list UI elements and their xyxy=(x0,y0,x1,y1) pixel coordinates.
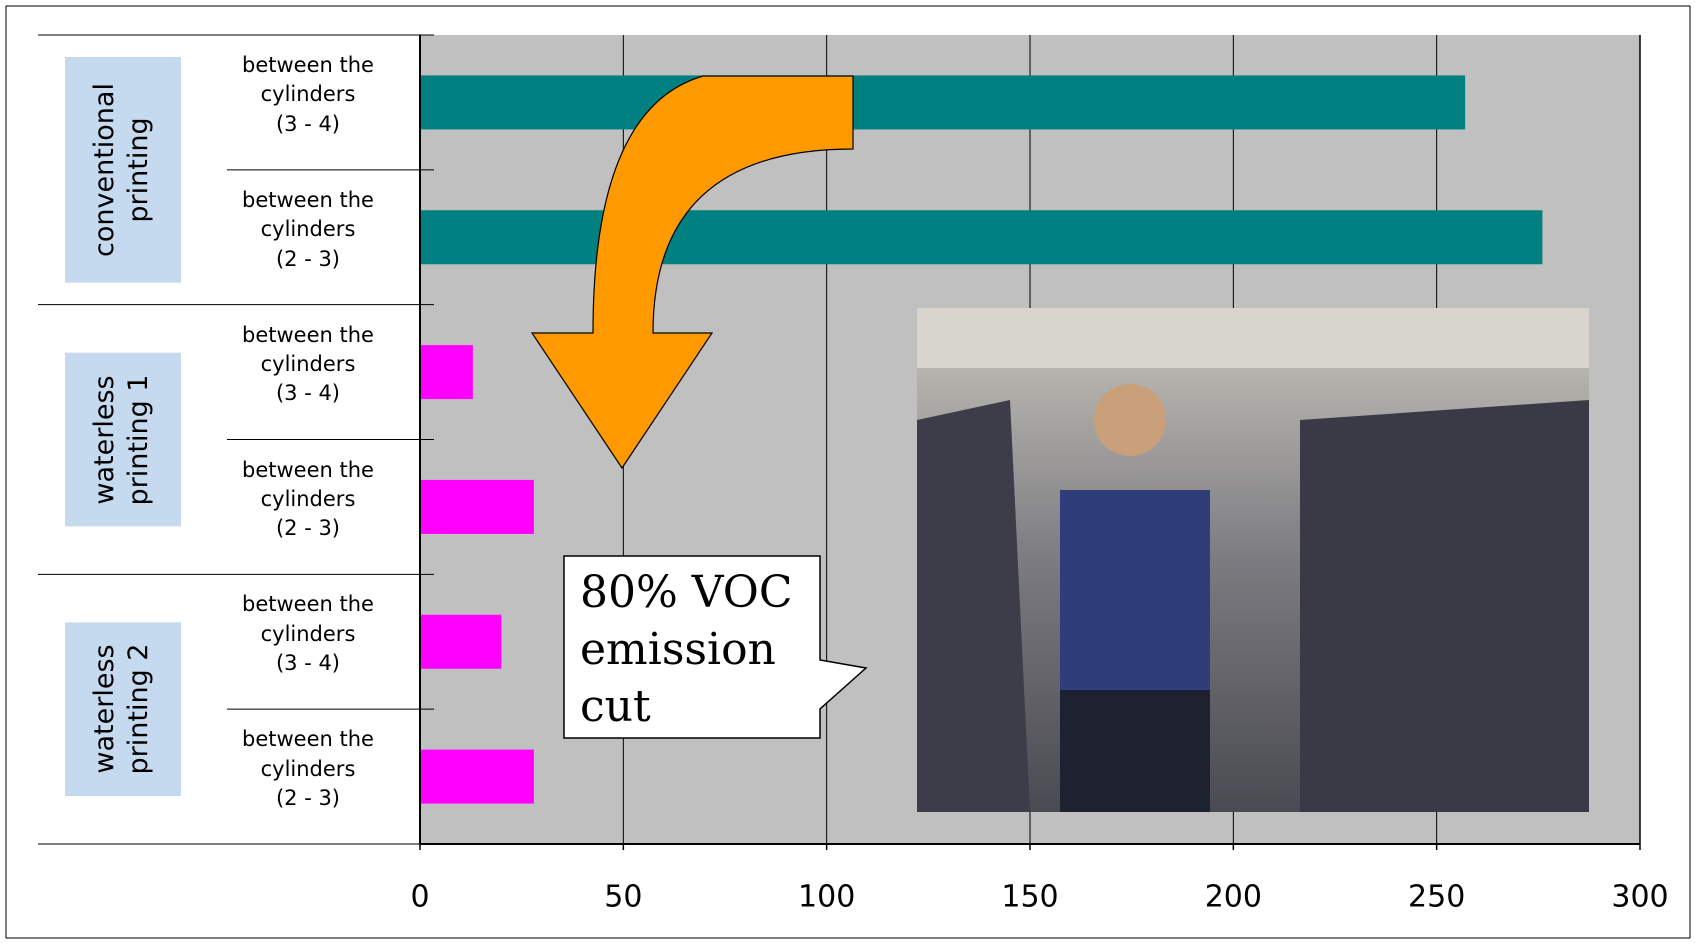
group-label: waterless printing 1 xyxy=(89,374,154,505)
x-tick-label: 200 xyxy=(1205,880,1262,915)
group-label: waterless printing 2 xyxy=(89,643,154,775)
bar xyxy=(420,345,473,400)
group-label: conventional printing xyxy=(89,82,154,257)
callout xyxy=(563,555,868,739)
bar xyxy=(420,75,1466,130)
bar xyxy=(420,614,502,669)
x-tick-label: 50 xyxy=(604,880,642,915)
x-tick-label: 150 xyxy=(1001,880,1058,915)
group-label-box xyxy=(65,622,181,796)
x-tick-label: 250 xyxy=(1408,880,1465,915)
bar xyxy=(420,479,534,534)
x-tick-label: 0 xyxy=(410,880,429,915)
category-label: between the cylinders (3 - 4) xyxy=(242,53,374,136)
category-label: between the cylinders (2 - 3) xyxy=(242,727,374,810)
photo-ceiling xyxy=(917,308,1589,368)
x-tick-label: 100 xyxy=(798,880,855,915)
photo-machine-right xyxy=(1300,400,1589,812)
photo xyxy=(917,308,1589,812)
category-label: between the cylinders (2 - 3) xyxy=(242,187,374,271)
category-label: between the cylinders (3 - 4) xyxy=(242,592,374,676)
photo-head xyxy=(1094,384,1166,456)
category-label: between the cylinders (2 - 3) xyxy=(242,457,374,541)
bar xyxy=(420,210,1543,265)
photo-person xyxy=(1060,490,1210,690)
x-tick-label: 300 xyxy=(1611,880,1668,915)
annotation: 80% VOC emission cut xyxy=(580,567,793,732)
bar xyxy=(420,749,534,804)
group-label-box xyxy=(65,352,181,527)
photo-machine-left xyxy=(917,400,1030,812)
arrow xyxy=(530,75,854,470)
category-label: between the cylinders (3 - 4) xyxy=(242,322,374,406)
overlay xyxy=(530,75,1589,812)
photo-legs xyxy=(1060,690,1210,812)
group-label-box xyxy=(65,57,181,283)
